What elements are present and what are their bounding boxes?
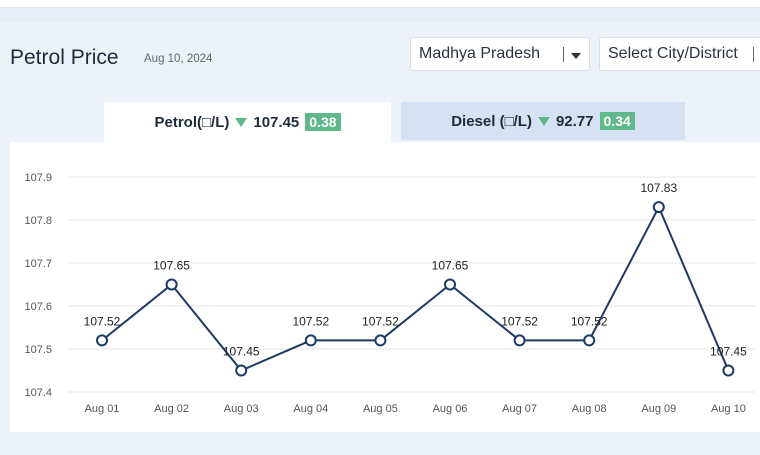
x-tick-label: Aug 01 — [85, 403, 120, 415]
data-label: 107.65 — [432, 259, 469, 273]
data-label: 107.52 — [501, 314, 538, 328]
data-point — [513, 334, 526, 347]
tab-diesel[interactable]: Diesel (□/L) 92.77 0.34 — [401, 102, 685, 140]
data-point — [96, 334, 108, 347]
data-point — [583, 334, 596, 347]
down-arrow-icon — [537, 116, 550, 126]
data-point — [444, 278, 456, 291]
tab-diesel-price: 92.77 — [555, 112, 594, 130]
price-line-chart: 107.9 107.8 107.7 107.6 107.5 107.4 Aug 01 Aug … — [24, 172, 755, 415]
x-tick-label: Aug 04 — [293, 403, 328, 415]
data-label: 107.52 — [84, 314, 121, 328]
down-arrow-icon — [235, 117, 248, 127]
data-label: 107.45 — [223, 345, 260, 359]
y-tick-label: 107.8 — [24, 215, 52, 227]
tab-petrol[interactable]: Petrol(□/L) 107.45 0.38 — [104, 102, 391, 142]
data-point — [722, 364, 735, 377]
tab-petrol-price: 107.45 — [253, 113, 300, 131]
tab-diesel-change-badge: 0.34 — [599, 112, 635, 130]
city-select[interactable]: Select City/District — [599, 37, 760, 71]
x-tick-label: Aug 03 — [224, 403, 259, 415]
tab-petrol-label: Petrol(□/L) — [154, 113, 230, 131]
chevron-down-icon[interactable] — [571, 53, 581, 59]
data-point — [165, 278, 178, 291]
data-label: 107.52 — [362, 314, 399, 328]
data-point — [304, 334, 317, 347]
y-tick-label: 107.5 — [24, 344, 52, 356]
data-label: 107.52 — [571, 314, 608, 328]
y-tick-label: 107.7 — [24, 258, 52, 270]
data-label: 107.83 — [640, 181, 677, 195]
data-point — [652, 201, 665, 214]
tab-diesel-label: Diesel (□/L) — [451, 112, 532, 130]
page-title: Petrol Price — [10, 46, 119, 69]
x-tick-label: Aug 09 — [641, 403, 676, 415]
x-tick-label: Aug 05 — [363, 403, 398, 415]
state-select[interactable]: Madhya Pradesh — [410, 37, 590, 71]
x-tick-label: Aug 07 — [502, 403, 537, 415]
chart-panel: 107.9 107.8 107.7 107.6 107.5 107.4 Aug 01 Aug … — [10, 142, 760, 432]
y-tick-label: 107.6 — [24, 301, 52, 313]
y-tick-label: 107.9 — [24, 172, 52, 184]
x-tick-label: Aug 02 — [154, 403, 189, 415]
top-strip — [0, 0, 760, 8]
data-label: 107.52 — [292, 314, 329, 328]
city-select-placeholder: Select City/District — [608, 45, 738, 62]
price-date: Aug 10, 2024 — [144, 53, 213, 65]
select-separator — [753, 47, 754, 62]
x-tick-label: Aug 06 — [433, 403, 468, 415]
data-point — [374, 334, 387, 347]
data-point — [235, 364, 248, 377]
y-tick-label: 107.4 — [24, 387, 52, 399]
data-label: 107.45 — [710, 345, 747, 359]
x-tick-label: Aug 08 — [572, 403, 607, 415]
state-select-value: Madhya Pradesh — [419, 45, 540, 62]
data-label: 107.65 — [153, 259, 190, 273]
x-tick-label: Aug 10 — [711, 403, 746, 415]
tab-petrol-change-badge: 0.38 — [305, 113, 341, 131]
series-line — [101, 204, 730, 372]
select-separator — [563, 47, 564, 62]
